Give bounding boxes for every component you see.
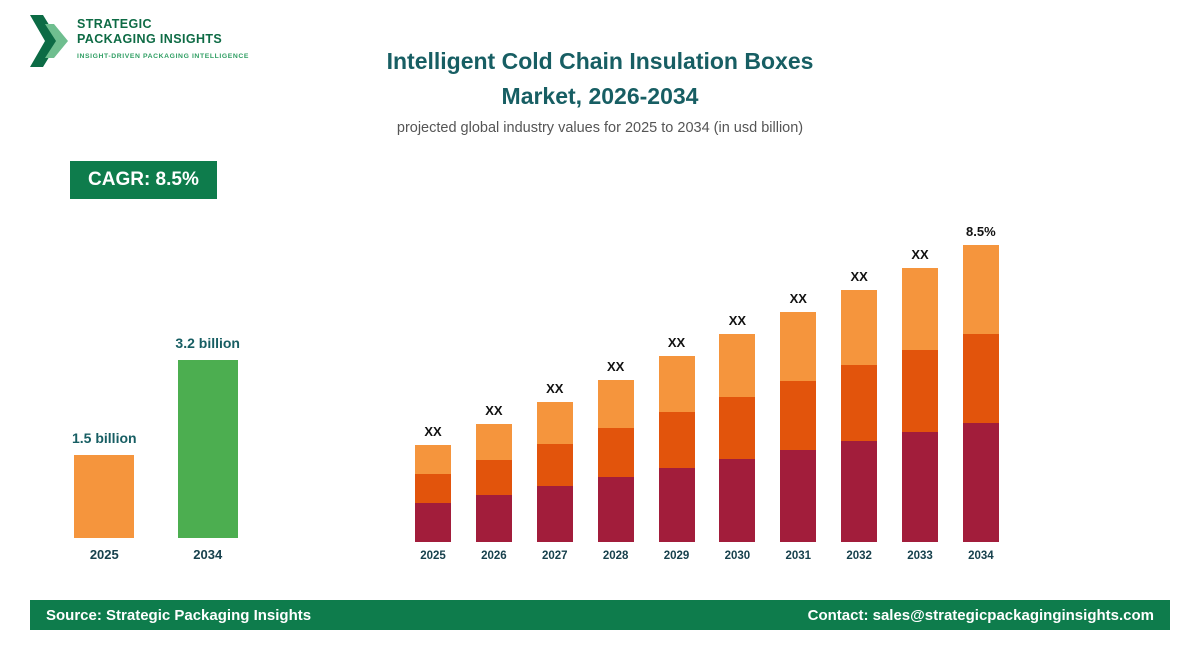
bar-segment-middle — [902, 350, 938, 432]
brand-name-line2: PACKAGING INSIGHTS — [77, 32, 223, 46]
bar-value-label: XX — [424, 424, 442, 439]
x-axis-year-label: 2029 — [663, 550, 690, 562]
page-subtitle: projected global industry values for 202… — [396, 120, 804, 136]
bar-segment-middle — [719, 397, 756, 459]
bar-segment-bottom — [962, 423, 999, 542]
stacked-bar-2028: XX 2028 — [597, 359, 635, 562]
x-axis-year-label: 2032 — [846, 550, 872, 562]
bar-segment-bottom — [536, 486, 573, 542]
stacked-bar-2034: 8.5% 2034 — [962, 224, 1000, 562]
x-axis-year-label: 2030 — [724, 550, 751, 562]
bar-segment-top — [597, 380, 634, 428]
bar-value-label: XX — [728, 313, 747, 328]
stacked-bar-2032: XX 2032 — [840, 269, 878, 562]
bar-segment-top — [902, 268, 938, 350]
bar-value-label: 8.5% — [966, 224, 996, 239]
mini-bar-value-label: 1.5 billion — [72, 430, 137, 446]
x-axis-year-label: 2034 — [968, 550, 994, 562]
bar-segment-top — [475, 424, 512, 460]
stacked-bar-chart: XX 2025 XX 2026 XX 2027 XX 2028 XX 2029 XX 2030 XX 20… — [414, 206, 1000, 562]
x-axis-year-label: 2026 — [481, 550, 507, 562]
bar-segment-middle — [415, 474, 451, 503]
bar-segment-bottom — [902, 432, 938, 542]
bar-segment-middle — [658, 412, 695, 468]
x-axis-year-label: 2031 — [785, 550, 812, 562]
bar-segment-bottom — [780, 450, 817, 542]
bar-segment-middle — [597, 428, 634, 477]
stacked-bar-2031: XX 2031 — [779, 291, 817, 562]
page-title-line2: Market, 2026-2034 — [501, 83, 699, 109]
bar-segment-bottom — [415, 503, 451, 542]
x-axis-year-label: 2033 — [907, 550, 933, 562]
bar-segment-bottom — [719, 459, 756, 542]
bar-segment-middle — [780, 381, 817, 450]
bar-segment-middle — [841, 365, 878, 441]
bar-segment-top — [780, 312, 817, 381]
brand-name-line1: STRATEGIC — [77, 17, 152, 31]
bar-segment-top — [719, 334, 756, 397]
bar-value-label: XX — [911, 247, 929, 262]
x-axis-year-label: 2027 — [541, 550, 568, 562]
bar-value-label: XX — [606, 359, 625, 374]
brand-logo-text: STRATEGIC PACKAGING INSIGHTS INSIGHT-DRI… — [77, 13, 249, 60]
stacked-bar-2025: XX 2025 — [414, 424, 452, 562]
stacked-bar-2030: XX 2030 — [718, 313, 756, 562]
page-title-line1: Intelligent Cold Chain Insulation Boxes — [386, 48, 814, 74]
bar-segment-top — [536, 402, 573, 444]
bar-segment-top — [415, 445, 451, 474]
mini-bar — [74, 455, 135, 538]
mini-bar-group-2034: 3.2 billion 2034 — [175, 335, 240, 562]
footer-source: Source: Strategic Packaging Insights — [46, 606, 312, 624]
bar-segment-middle — [475, 460, 512, 495]
bar-segment-middle — [962, 334, 999, 423]
stacked-bar-2029: XX 2029 — [658, 335, 696, 562]
bar-segment-bottom — [841, 441, 878, 542]
bar-segment-top — [962, 245, 999, 334]
stacked-bar-2027: XX 2027 — [536, 381, 574, 562]
bar-segment-bottom — [597, 477, 634, 542]
bar-value-label: XX — [850, 269, 868, 284]
mini-bar — [177, 360, 238, 538]
mini-comparison-chart: 1.5 billion 2025 3.2 billion 2034 — [72, 316, 240, 562]
bar-segment-bottom — [658, 468, 695, 542]
stacked-bar-2026: XX 2026 — [475, 403, 513, 562]
mini-bar-year-label: 2025 — [89, 547, 119, 562]
bar-segment-top — [841, 290, 878, 365]
header-titles: Intelligent Cold Chain Insulation Boxes … — [250, 44, 950, 136]
bar-segment-bottom — [475, 495, 512, 542]
mini-bar-value-label: 3.2 billion — [175, 335, 240, 351]
footer-contact: Contact: sales@strategicpackaginginsight… — [807, 606, 1154, 624]
x-axis-year-label: 2028 — [602, 550, 629, 562]
x-axis-year-label: 2025 — [420, 550, 446, 562]
bar-value-label: XX — [789, 291, 807, 306]
bar-value-label: XX — [485, 403, 503, 418]
bar-value-label: XX — [667, 335, 686, 350]
mini-bar-group-2025: 1.5 billion 2025 — [72, 430, 137, 562]
bar-segment-middle — [536, 444, 573, 486]
cagr-badge: CAGR: 8.5% — [70, 161, 217, 199]
stacked-bar-2033: XX 2033 — [901, 247, 939, 562]
bar-value-label: XX — [546, 381, 564, 396]
mini-bar-year-label: 2034 — [193, 547, 223, 562]
brand-tagline: INSIGHT-DRIVEN PACKAGING INTELLIGENCE — [77, 53, 249, 60]
bar-segment-top — [658, 356, 695, 412]
logo-chevron-icon — [30, 15, 68, 67]
brand-logo: STRATEGIC PACKAGING INSIGHTS INSIGHT-DRI… — [30, 13, 249, 69]
footer-bar: Source: Strategic Packaging Insights Con… — [30, 600, 1170, 630]
